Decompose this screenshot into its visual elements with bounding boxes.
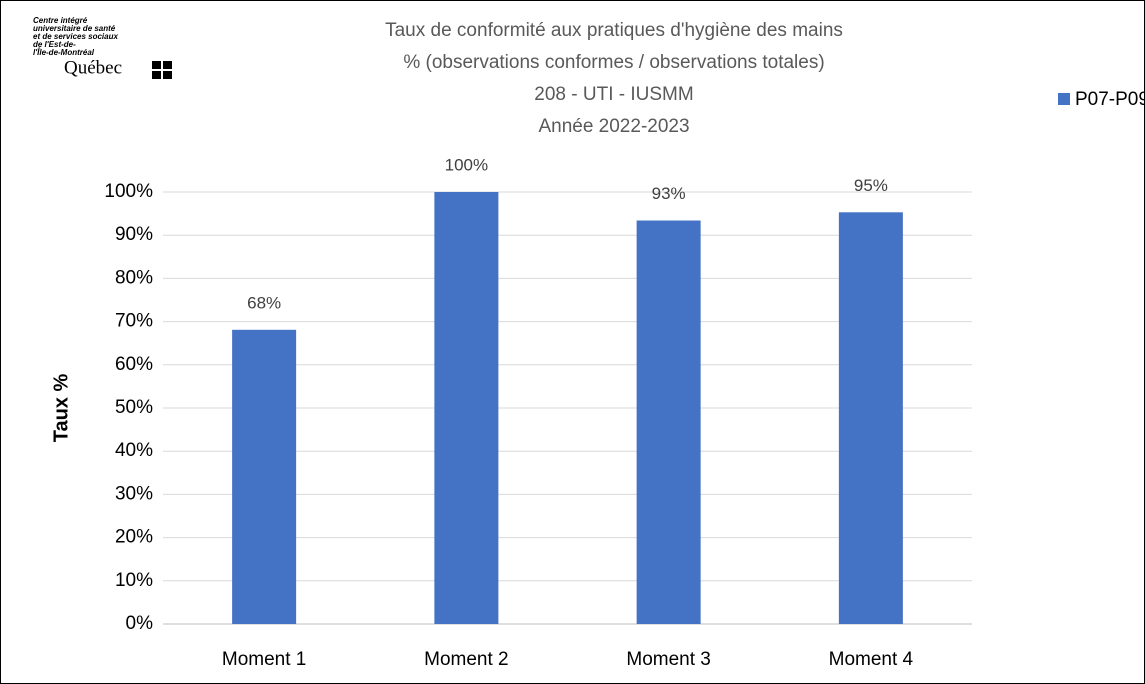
- legend-swatch: [1058, 93, 1070, 105]
- y-tick-label: 100%: [104, 181, 153, 202]
- logo-name: Québec: [64, 57, 122, 78]
- y-tick-label: 10%: [115, 570, 153, 591]
- y-tick-label: 50%: [115, 397, 153, 418]
- logo-line: et de services sociaux: [33, 32, 118, 41]
- x-tick-label: Moment 4: [829, 649, 914, 670]
- chart-title: Taux de conformité aux pratiques d'hygiè…: [385, 20, 843, 41]
- logo-line: de l'Est-de-: [33, 40, 76, 49]
- y-tick-label: 90%: [115, 224, 153, 245]
- chart-title: % (observations conformes / observations…: [403, 52, 824, 73]
- data-label: 95%: [854, 176, 888, 195]
- y-tick-label: 60%: [115, 354, 153, 375]
- x-tick-label: Moment 1: [222, 649, 306, 670]
- bar: [232, 329, 297, 624]
- chart-title: Année 2022-2023: [538, 116, 689, 137]
- y-tick-label: 70%: [115, 311, 153, 332]
- bar: [434, 192, 499, 624]
- chart-title: 208 - UTI - IUSMM: [534, 84, 693, 105]
- logo-line: l'Île-de-Montréal: [33, 48, 95, 57]
- logo: Centre intégré universitaire de santé et…: [33, 16, 172, 79]
- y-tick-label: 30%: [115, 483, 153, 504]
- y-tick-label: 40%: [115, 440, 153, 461]
- legend-label: P07-P09: [1075, 89, 1145, 110]
- x-tick-label: Moment 3: [626, 649, 710, 670]
- data-label: 68%: [247, 293, 281, 312]
- logo-line: Centre intégré: [33, 16, 88, 25]
- x-tick-label: Moment 2: [424, 649, 508, 670]
- data-label: 93%: [652, 184, 686, 203]
- bar: [838, 212, 903, 624]
- data-label: 100%: [445, 155, 488, 174]
- bar: [636, 220, 701, 624]
- logo-line: universitaire de santé: [33, 24, 116, 33]
- y-axis-label: Taux %: [50, 374, 72, 443]
- y-tick-label: 80%: [115, 267, 153, 288]
- y-tick-label: 0%: [126, 613, 154, 634]
- y-tick-label: 20%: [115, 527, 153, 548]
